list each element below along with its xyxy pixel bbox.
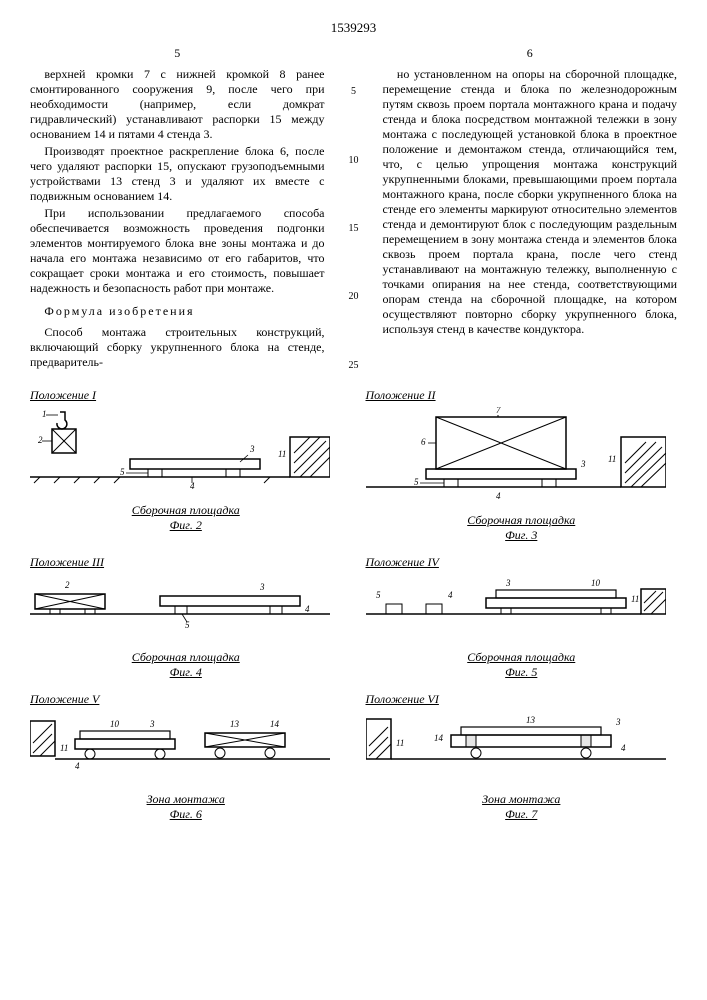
fig-cap: Фиг. 5 [505,665,537,679]
fig-position-label: Положение VI [366,692,678,707]
fig-position-label: Положение III [30,555,342,570]
svg-text:11: 11 [608,454,616,464]
fig-cap: Фиг. 4 [170,665,202,679]
fig-cap: Фиг. 6 [170,807,202,821]
fig-position-label: Положение II [366,388,678,403]
line-num: 10 [347,155,361,168]
svg-text:10: 10 [110,719,120,729]
text-columns: 5 верхней кромки 7 с нижней кромкой 8 ра… [30,46,677,372]
fig-ground: Сборочная площадка [467,650,575,664]
para-2: Производят проектное раскрепление блока … [30,144,325,204]
right-col-number: 6 [383,46,678,61]
fig-6-svg: 11 10 3 4 13 14 [30,711,330,786]
left-column: 5 верхней кромки 7 с нижней кромкой 8 ра… [30,46,325,372]
document-number: 1539293 [30,20,677,36]
line-num: 25 [347,360,361,373]
svg-text:11: 11 [631,594,639,604]
svg-text:14: 14 [270,719,280,729]
fig-position-label: Положение IV [366,555,678,570]
fig-4: Положение III 2 3 4 5 Сборочная площадка… [30,555,342,680]
fig-6: Положение V 11 10 3 4 13 14 Зон [30,692,342,822]
svg-text:4: 4 [448,590,453,600]
svg-text:13: 13 [526,715,536,725]
line-numbers: 5 10 15 20 25 [347,46,361,372]
svg-text:11: 11 [278,449,286,459]
svg-text:4: 4 [190,481,195,491]
fig-7-svg: 11 3 13 14 4 [366,711,666,786]
svg-text:5: 5 [376,590,381,600]
line-num: 5 [347,86,361,99]
fig-4-svg: 2 3 4 5 [30,574,330,644]
svg-text:3: 3 [580,459,586,469]
fig-cap: Фиг. 3 [505,528,537,542]
svg-text:3: 3 [249,444,255,454]
svg-text:3: 3 [505,578,511,588]
left-col-number: 5 [30,46,325,61]
svg-text:14: 14 [434,733,444,743]
svg-text:13: 13 [230,719,240,729]
svg-text:7: 7 [496,407,501,415]
fig-ground: Сборочная площадка [132,503,240,517]
fig-ground: Сборочная площадка [132,650,240,664]
fig-position-label: Положение I [30,388,342,403]
fig-5-svg: 5 4 3 10 11 [366,574,666,644]
svg-text:11: 11 [60,743,68,753]
fig-ground: Зона монтажа [147,792,225,806]
svg-text:6: 6 [421,437,426,447]
para-right: но установленном на опоры на сборочной п… [383,67,678,337]
right-column: 6 но установленном на опоры на сборочной… [383,46,678,372]
line-num: 15 [347,223,361,236]
svg-text:3: 3 [149,719,155,729]
svg-text:2: 2 [38,435,43,445]
fig-cap: Фиг. 7 [505,807,537,821]
svg-text:2: 2 [65,580,70,590]
line-num: 20 [347,291,361,304]
svg-text:3: 3 [615,717,621,727]
para-3: При использовании предлагаемого способа … [30,206,325,296]
fig-3: Положение II 6 7 3 5 4 11 [366,388,678,543]
svg-text:5: 5 [185,620,190,630]
fig-3-svg: 6 7 3 5 4 11 [366,407,666,507]
svg-text:5: 5 [414,477,419,487]
svg-text:4: 4 [305,604,310,614]
fig-2: Положение I 1 2 3 5 4 [30,388,342,543]
svg-text:11: 11 [396,738,404,748]
fig-2-svg: 1 2 3 5 4 11 [30,407,330,497]
fig-position-label: Положение V [30,692,342,707]
svg-text:10: 10 [591,578,601,588]
para-4: Способ монтажа строительных конструкций,… [30,325,325,370]
svg-text:3: 3 [259,582,265,592]
svg-text:5: 5 [120,467,125,477]
para-1: верхней кромки 7 с нижней кромкой 8 ране… [30,67,325,142]
svg-text:4: 4 [75,761,80,771]
fig-ground: Зона монтажа [482,792,560,806]
fig-cap: Фиг. 2 [170,518,202,532]
fig-7: Положение VI 11 3 13 14 4 Зона монтажаФи… [366,692,678,822]
claim-title: Формула изобретения [30,304,325,319]
svg-text:4: 4 [496,491,501,501]
figures-grid: Положение I 1 2 3 5 4 [30,388,677,822]
svg-text:1: 1 [42,409,47,419]
fig-ground: Сборочная площадка [467,513,575,527]
fig-5: Положение IV 5 4 3 10 11 Сборочная площа… [366,555,678,680]
svg-text:4: 4 [621,743,626,753]
